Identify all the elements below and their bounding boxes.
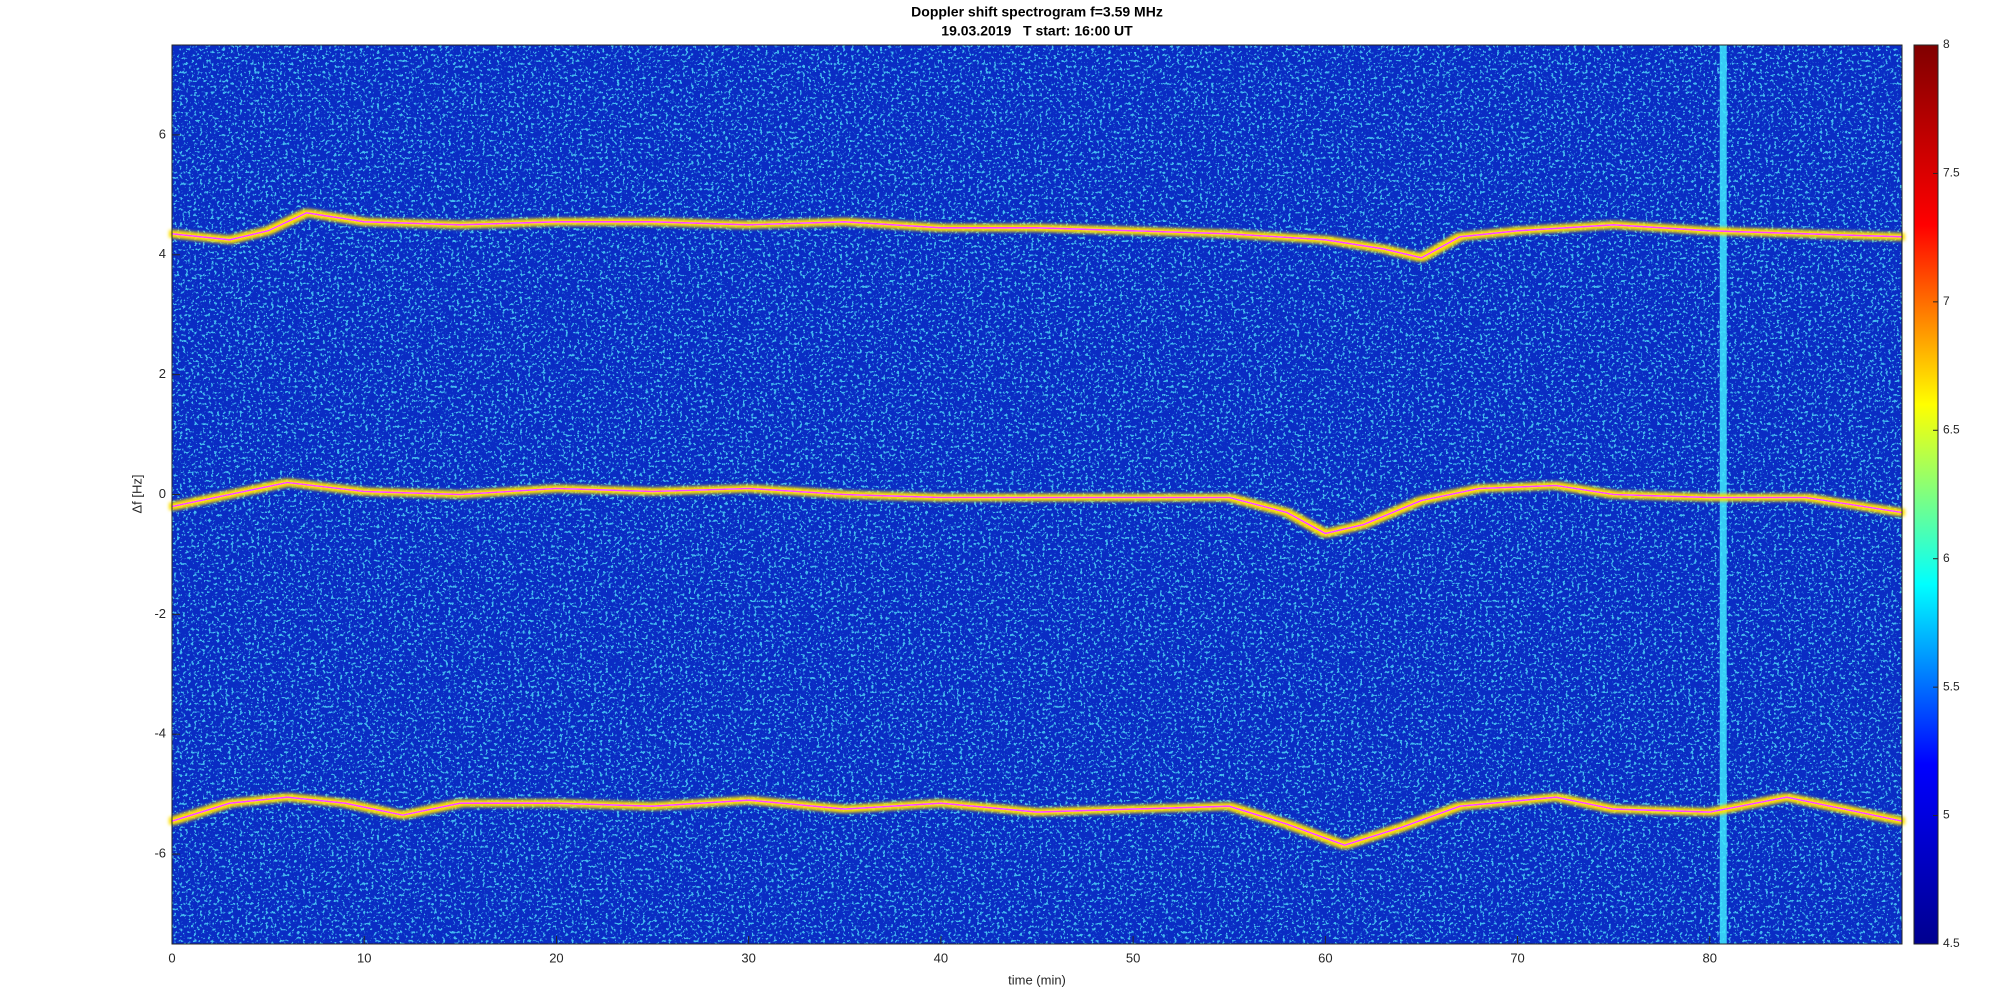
- colorbar-tick-label: 8: [1943, 37, 1950, 51]
- x-tick-label: 70: [1510, 950, 1524, 965]
- y-tick-label: 4: [159, 246, 166, 261]
- x-tick-label: 80: [1703, 950, 1717, 965]
- chart-subtitle: 19.03.2019 T start: 16:00 UT: [941, 23, 1133, 39]
- x-tick-label: 30: [741, 950, 755, 965]
- x-tick-label: 10: [357, 950, 371, 965]
- trace-line: [171, 796, 1903, 846]
- trace-line: [171, 481, 1903, 535]
- y-tick-label: -6: [154, 846, 166, 861]
- colorbar: [1913, 44, 1939, 945]
- x-tick-label: 50: [1126, 950, 1140, 965]
- y-tick-label: 6: [159, 126, 166, 141]
- trace-line: [171, 211, 1903, 259]
- y-axis-label: Δf [Hz]: [129, 474, 144, 513]
- y-tick-label: -2: [154, 606, 166, 621]
- chart-title: Doppler shift spectrogram f=3.59 MHz: [911, 4, 1163, 20]
- colorbar-tick-label: 7.5: [1943, 166, 1960, 180]
- colorbar-tick-label: 4.5: [1943, 936, 1960, 950]
- colorbar-tick-label: 7: [1943, 294, 1950, 308]
- x-tick-label: 0: [168, 950, 175, 965]
- colorbar-tick-label: 5.5: [1943, 679, 1960, 693]
- colorbar-tick-label: 6.5: [1943, 422, 1960, 436]
- x-tick-label: 60: [1318, 950, 1332, 965]
- y-tick-label: -4: [154, 726, 166, 741]
- y-tick-label: 0: [159, 486, 166, 501]
- colorbar-tick-label: 6: [1943, 551, 1950, 565]
- colorbar-tick-label: 5: [1943, 808, 1950, 822]
- x-tick-label: 20: [549, 950, 563, 965]
- y-tick-label: 2: [159, 366, 166, 381]
- x-axis-label: time (min): [1008, 972, 1066, 987]
- x-tick-label: 40: [934, 950, 948, 965]
